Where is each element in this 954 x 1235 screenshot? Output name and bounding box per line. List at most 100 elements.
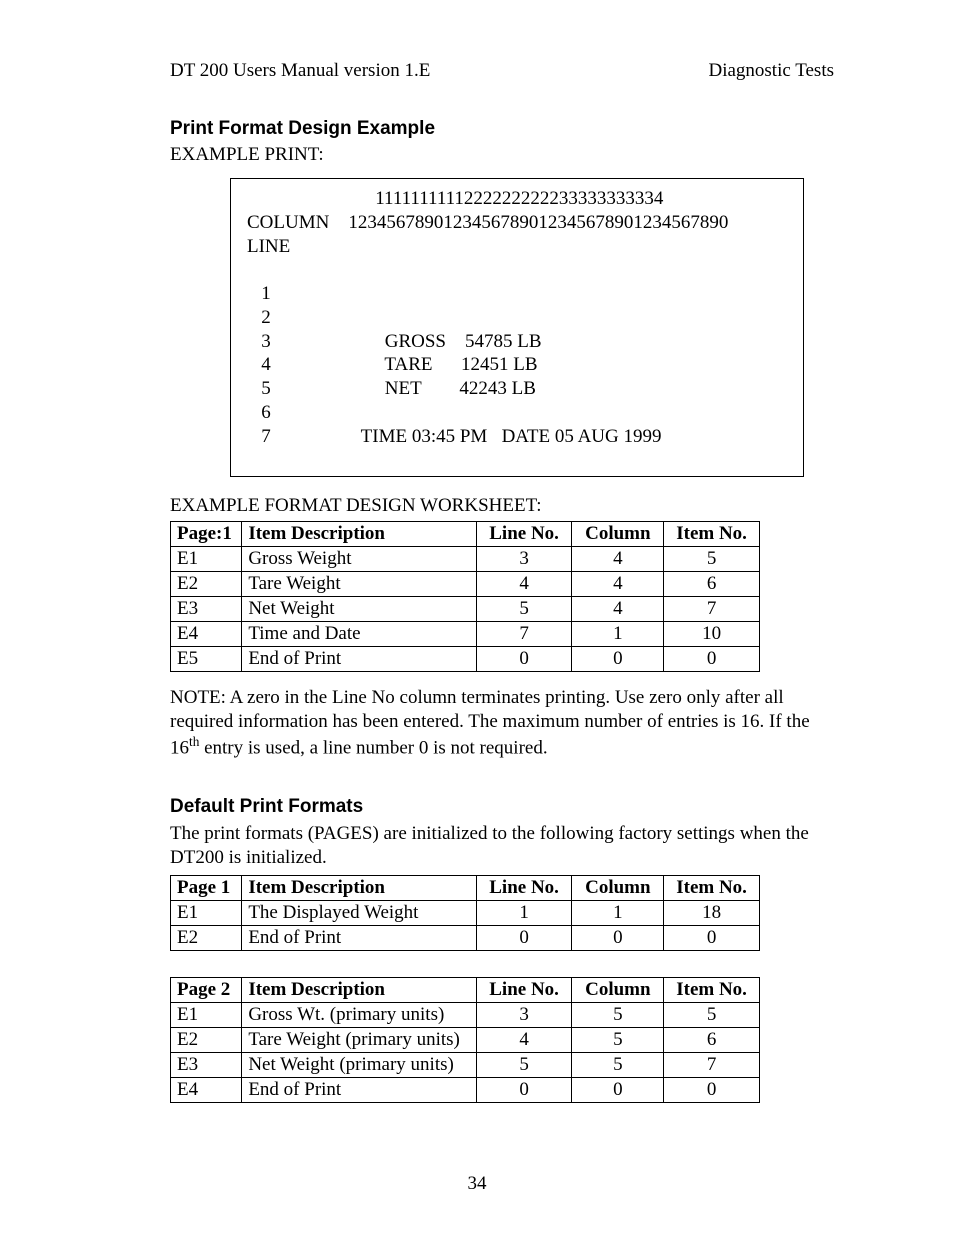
- print-line-4: 4 TARE 12451 LB: [247, 354, 538, 375]
- print-line-2: 2: [247, 307, 271, 328]
- cell-pg: E1: [171, 1003, 242, 1028]
- table-header-row: Page:1 Item Description Line No. Column …: [171, 522, 760, 547]
- cell-ln: 4: [476, 572, 572, 597]
- cell-itm: 6: [664, 1028, 760, 1053]
- print-line-3: 3 GROSS 54785 LB: [247, 331, 542, 352]
- cell-itm: 0: [664, 1078, 760, 1103]
- cell-itm: 0: [664, 926, 760, 951]
- section-title-default-formats: Default Print Formats: [170, 796, 864, 818]
- th-page: Page 2: [171, 978, 242, 1003]
- th-col: Column: [572, 876, 664, 901]
- cell-col: 0: [572, 647, 664, 672]
- example-print-box: 1111111111222222222233333333334 COLUMN 1…: [230, 178, 804, 477]
- cell-pg: E2: [171, 572, 242, 597]
- table-row: E2 Tare Weight (primary units) 4 5 6: [171, 1028, 760, 1053]
- table-header-row: Page 2 Item Description Line No. Column …: [171, 978, 760, 1003]
- cell-col: 5: [572, 1053, 664, 1078]
- cell-desc: Net Weight (primary units): [242, 1053, 476, 1078]
- th-desc: Item Description: [242, 978, 476, 1003]
- th-desc: Item Description: [242, 876, 476, 901]
- cell-ln: 3: [476, 1003, 572, 1028]
- cell-pg: E3: [171, 1053, 242, 1078]
- cell-pg: E4: [171, 1078, 242, 1103]
- table-row: E1 Gross Weight 3 4 5: [171, 547, 760, 572]
- print-line-5: 5 NET 42243 LB: [247, 378, 536, 399]
- th-line: Line No.: [476, 522, 572, 547]
- table-row: E4 Time and Date 7 1 10: [171, 622, 760, 647]
- cell-itm: 18: [664, 901, 760, 926]
- cell-ln: 3: [476, 547, 572, 572]
- cell-desc: Gross Wt. (primary units): [242, 1003, 476, 1028]
- th-line: Line No.: [476, 978, 572, 1003]
- cell-pg: E3: [171, 597, 242, 622]
- print-line-6: 6: [247, 402, 271, 423]
- cell-pg: E2: [171, 926, 242, 951]
- cell-ln: 0: [476, 1078, 572, 1103]
- table-header-row: Page 1 Item Description Line No. Column …: [171, 876, 760, 901]
- th-col: Column: [572, 978, 664, 1003]
- cell-pg: E4: [171, 622, 242, 647]
- default-page2-table: Page 2 Item Description Line No. Column …: [170, 977, 760, 1103]
- cell-ln: 4: [476, 1028, 572, 1053]
- note-sup: th: [189, 734, 199, 749]
- cell-ln: 7: [476, 622, 572, 647]
- cell-col: 1: [572, 622, 664, 647]
- cell-col: 4: [572, 547, 664, 572]
- cell-desc: End of Print: [242, 926, 476, 951]
- cell-pg: E5: [171, 647, 242, 672]
- cell-desc: End of Print: [242, 1078, 476, 1103]
- table-row: E1 Gross Wt. (primary units) 3 5 5: [171, 1003, 760, 1028]
- table-row: E5 End of Print 0 0 0: [171, 647, 760, 672]
- th-item: Item No.: [664, 876, 760, 901]
- table-row: E3 Net Weight 5 4 7: [171, 597, 760, 622]
- cell-itm: 6: [664, 572, 760, 597]
- th-item: Item No.: [664, 978, 760, 1003]
- cell-col: 1: [572, 901, 664, 926]
- cell-desc: Gross Weight: [242, 547, 476, 572]
- default-page1-table: Page 1 Item Description Line No. Column …: [170, 875, 760, 951]
- print-line-label: LINE: [247, 236, 290, 257]
- cell-col: 5: [572, 1028, 664, 1053]
- table-row: E3 Net Weight (primary units) 5 5 7: [171, 1053, 760, 1078]
- th-item: Item No.: [664, 522, 760, 547]
- worksheet-label: EXAMPLE FORMAT DESIGN WORKSHEET:: [170, 495, 864, 517]
- cell-desc: Tare Weight: [242, 572, 476, 597]
- th-page: Page:1: [171, 522, 242, 547]
- th-desc: Item Description: [242, 522, 476, 547]
- cell-itm: 5: [664, 1003, 760, 1028]
- th-col: Column: [572, 522, 664, 547]
- th-page: Page 1: [171, 876, 242, 901]
- th-line: Line No.: [476, 876, 572, 901]
- cell-ln: 0: [476, 926, 572, 951]
- cell-pg: E2: [171, 1028, 242, 1053]
- note-post: entry is used, a line number 0 is not re…: [199, 737, 547, 758]
- cell-itm: 7: [664, 597, 760, 622]
- page-number: 34: [0, 1173, 954, 1195]
- format-worksheet-table: Page:1 Item Description Line No. Column …: [170, 521, 760, 672]
- cell-col: 0: [572, 926, 664, 951]
- header-left: DT 200 Users Manual version 1.E: [170, 60, 430, 82]
- table-head: Page:1 Item Description Line No. Column …: [171, 522, 760, 547]
- cell-ln: 5: [476, 1053, 572, 1078]
- cell-itm: 7: [664, 1053, 760, 1078]
- cell-pg: E1: [171, 901, 242, 926]
- print-ruler-1: 1111111111222222222233333333334: [247, 188, 663, 209]
- cell-pg: E1: [171, 547, 242, 572]
- cell-desc: Time and Date: [242, 622, 476, 647]
- cell-ln: 5: [476, 597, 572, 622]
- table-row: E4 End of Print 0 0 0: [171, 1078, 760, 1103]
- example-print-label: EXAMPLE PRINT:: [170, 144, 864, 166]
- cell-itm: 10: [664, 622, 760, 647]
- cell-desc: Tare Weight (primary units): [242, 1028, 476, 1053]
- print-line-1: 1: [247, 283, 271, 304]
- cell-itm: 0: [664, 647, 760, 672]
- table-row: E2 End of Print 0 0 0: [171, 926, 760, 951]
- print-ruler-2: COLUMN 123456789012345678901234567890123…: [247, 212, 728, 233]
- page-header: DT 200 Users Manual version 1.E Diagnost…: [90, 60, 864, 82]
- table-row: E1 The Displayed Weight 1 1 18: [171, 901, 760, 926]
- cell-ln: 1: [476, 901, 572, 926]
- cell-desc: End of Print: [242, 647, 476, 672]
- cell-ln: 0: [476, 647, 572, 672]
- cell-col: 0: [572, 1078, 664, 1103]
- cell-col: 5: [572, 1003, 664, 1028]
